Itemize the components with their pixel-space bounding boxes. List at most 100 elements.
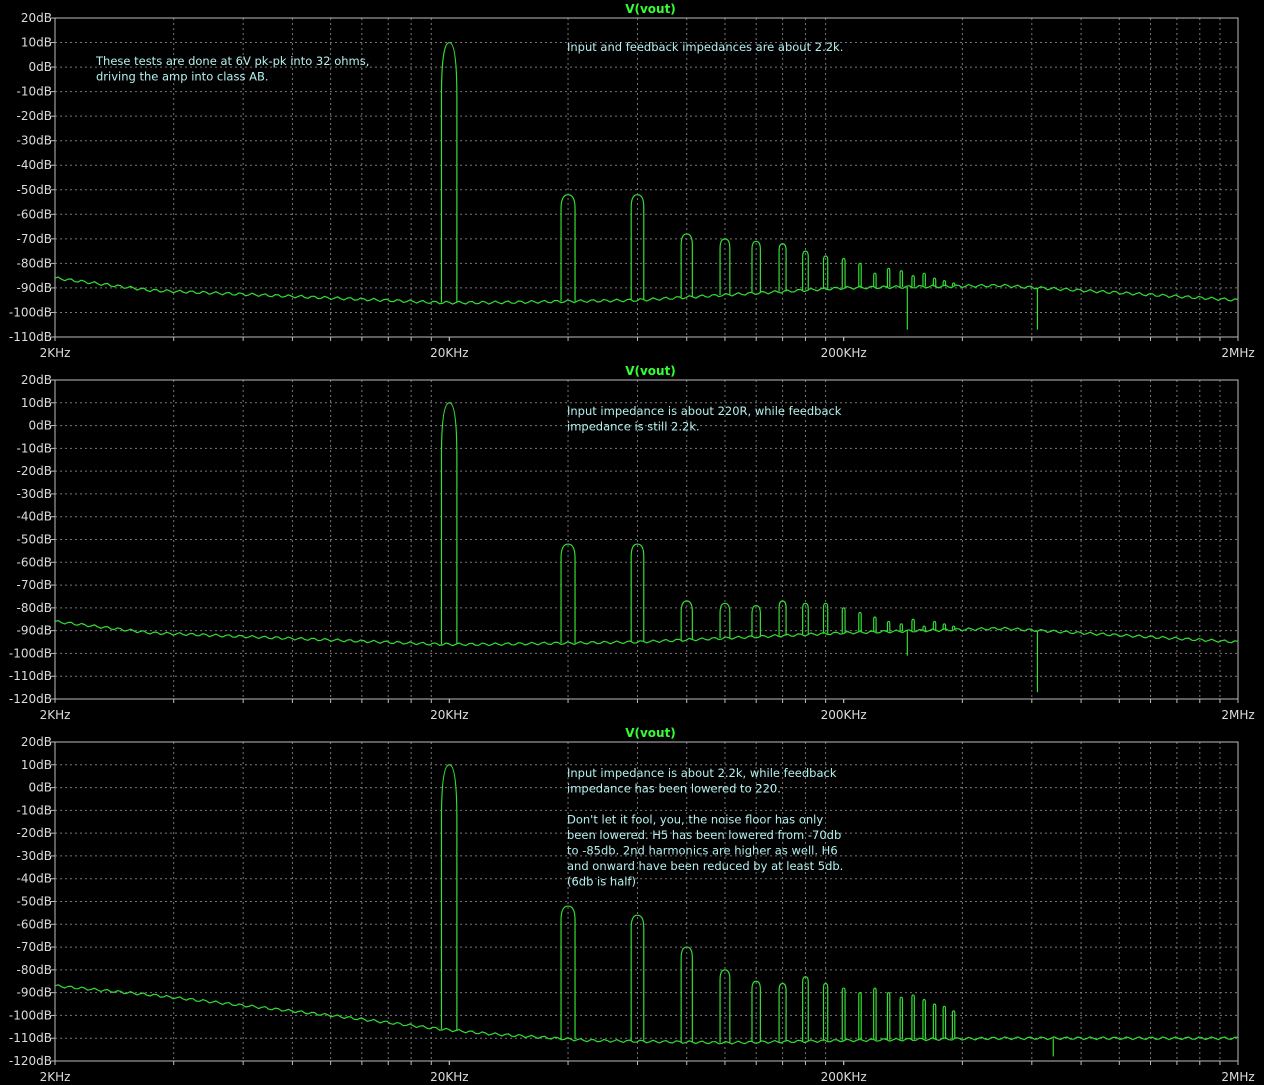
harmonic-peak-h11 (858, 611, 862, 633)
annotation-text: Don't let it fool, you, the noise floor … (567, 813, 823, 827)
y-tick-label: 20dB (21, 373, 52, 387)
y-tick-label: -110dB (9, 330, 52, 344)
harmonic-peak-h7 (778, 982, 787, 1042)
x-tick-label: 20KHz (430, 708, 468, 722)
noise-floor-trace (54, 984, 1239, 1045)
harmonic-peak-h18 (942, 1005, 947, 1040)
annotation-text: impedance is still 2.2k. (567, 420, 700, 434)
harmonic-peak-h17 (932, 1003, 937, 1040)
annotation-text: and onward have been reduced by at least… (567, 859, 843, 873)
harmonic-peak-h4 (680, 233, 693, 298)
y-tick-label: -20dB (17, 464, 52, 478)
y-tick-label: -40dB (17, 158, 52, 172)
y-tick-label: -120dB (9, 1054, 52, 1068)
harmonic-peak-h16 (922, 625, 926, 631)
x-tick-label: 2MHz (1221, 346, 1254, 360)
x-tick-label: 2KHz (40, 1070, 71, 1084)
y-tick-label: -30dB (17, 487, 52, 501)
harmonic-peak-h13 (886, 620, 891, 632)
chart-panel-3: V(vout) 20dB 10dB 0dB -10dB -20dB -30dB -40dB -5… (9, 726, 1255, 1084)
x-tick-label: 200KHz (821, 1070, 867, 1084)
y-tick-label: -30dB (17, 134, 52, 148)
y-tick-label: -20dB (17, 826, 52, 840)
harmonic-peak-h6 (751, 604, 761, 637)
harmonic-peak-h2 (560, 905, 576, 1040)
y-tick-label: 10dB (21, 36, 52, 50)
harmonic-peak-h7 (778, 243, 787, 292)
harmonic-peak-h11 (858, 992, 862, 1041)
noise-floor-trace (54, 620, 1239, 647)
y-tick-label: -50dB (17, 183, 52, 197)
annotation-text: driving the amp into class AB. (96, 70, 269, 84)
harmonic-peak-h18 (942, 623, 947, 630)
y-tick-label: 20dB (21, 11, 52, 25)
harmonic-peak-h10 (841, 607, 846, 633)
x-tick-label: 2KHz (40, 346, 71, 360)
y-tick-label: 20dB (21, 735, 52, 749)
y-tick-label: -10dB (17, 803, 52, 817)
harmonic-peak-h19 (951, 282, 956, 287)
harmonic-peak-h7 (778, 600, 787, 636)
harmonic-peak-h9 (822, 982, 829, 1041)
y-tick-label: 10dB (21, 396, 52, 410)
y-tick-label: -50dB (17, 533, 52, 547)
y-tick-label: -40dB (17, 872, 52, 886)
x-tick-label: 2KHz (40, 708, 71, 722)
x-tick-label: 200KHz (821, 346, 867, 360)
harmonic-peak-h3 (630, 194, 645, 301)
harmonic-peak-h2 (560, 543, 576, 644)
y-tick-label: -110dB (9, 1031, 52, 1045)
noise-floor-trace (54, 276, 1239, 305)
harmonic-peak-h8 (802, 602, 809, 635)
harmonic-peak-h18 (942, 279, 947, 287)
harmonic-peak-h5 (719, 969, 731, 1043)
harmonic-peak-h17 (932, 277, 937, 287)
harmonic-peak-h15 (911, 994, 915, 1040)
harmonic-peak-h14 (899, 270, 904, 288)
y-tick-label: -80dB (17, 256, 52, 270)
y-tick-label: -10dB (17, 85, 52, 99)
y-tick-label: -100dB (9, 1008, 52, 1022)
y-tick-label: -50dB (17, 895, 52, 909)
plot-frame (54, 741, 1239, 1062)
harmonic-peak-h10 (841, 257, 846, 288)
harmonic-peak-h12 (873, 616, 877, 633)
harmonic-peak-h10 (841, 987, 846, 1041)
grid (51, 379, 1239, 703)
harmonic-peak-h4 (680, 946, 693, 1043)
annotation-text: (6db is half) (567, 875, 636, 889)
harmonic-peak-h19 (951, 625, 956, 630)
y-tick-label: -90dB (17, 624, 52, 638)
harmonic-peak-h5 (719, 238, 731, 295)
plot-frame (54, 17, 1239, 338)
harmonic-peak-h16 (922, 998, 926, 1040)
harmonic-peak-h3 (630, 543, 645, 643)
harmonic-peak-h16 (922, 272, 926, 287)
y-tick-label: -60dB (17, 917, 52, 931)
fundamental-peak (440, 41, 458, 303)
harmonic-peak-h13 (886, 267, 891, 288)
harmonic-peak-h8 (802, 976, 809, 1042)
harmonic-peak-h13 (886, 992, 891, 1040)
x-tick-label: 20KHz (430, 346, 468, 360)
y-tick-label: -60dB (17, 555, 52, 569)
harmonic-peak-h2 (560, 194, 576, 302)
y-tick-label: -80dB (17, 963, 52, 977)
chart-title: V(vout) (625, 2, 676, 16)
harmonic-peak-h9 (822, 255, 829, 289)
harmonic-peak-h19 (951, 1010, 956, 1039)
fundamental-peak (440, 764, 458, 1031)
harmonic-peak-h14 (899, 623, 904, 632)
annotation-text: Input and feedback impedances are about … (567, 40, 843, 54)
y-tick-label: -100dB (9, 646, 52, 660)
annotation-text: to -85db. 2nd harmonics are higher as we… (567, 844, 838, 858)
y-tick-label: -30dB (17, 849, 52, 863)
harmonic-peak-h14 (899, 996, 904, 1040)
chart-panel-1: V(vout) 20dB 10dB 0dB -10dB -20dB -30dB -40dB -5… (9, 2, 1255, 360)
x-tick-label: 2MHz (1221, 708, 1254, 722)
y-tick-label: -70dB (17, 578, 52, 592)
harmonic-peak-h11 (858, 262, 862, 288)
harmonic-peak-h3 (630, 914, 645, 1042)
annotation-text: Input impedance is about 220R, while fee… (567, 404, 842, 418)
